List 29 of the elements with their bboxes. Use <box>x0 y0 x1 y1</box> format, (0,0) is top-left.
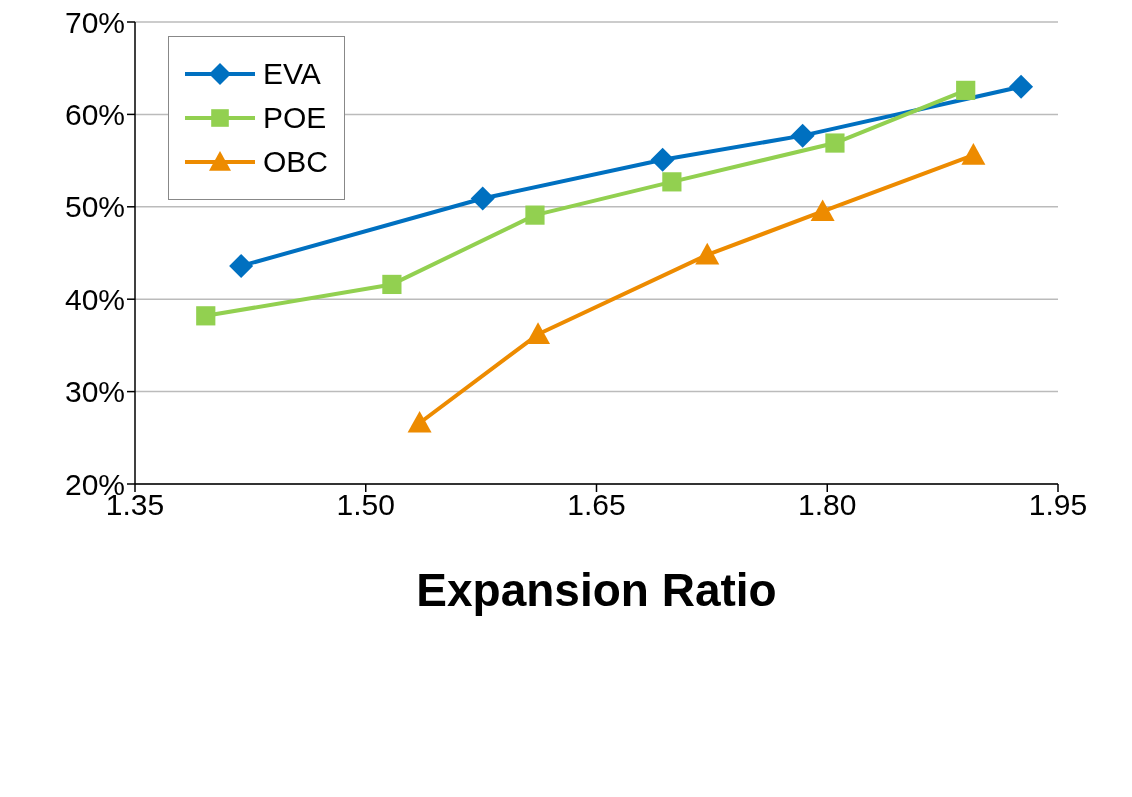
y-tick-label: 70% <box>64 5 125 39</box>
point <box>650 147 675 172</box>
point <box>961 143 986 165</box>
point <box>470 186 495 211</box>
point <box>407 411 432 433</box>
point <box>382 274 402 295</box>
point <box>229 253 254 278</box>
point <box>1009 74 1034 99</box>
y-tick-label: 50% <box>64 190 125 224</box>
point <box>790 123 815 148</box>
legend-label: EVA <box>263 57 321 91</box>
legend-label: OBC <box>263 145 329 179</box>
legend-label: POE <box>263 101 327 135</box>
point <box>810 199 835 222</box>
y-tick-label: 30% <box>64 375 125 409</box>
point <box>526 322 551 344</box>
point <box>825 133 845 153</box>
point <box>525 205 545 225</box>
y-tick-label: 40% <box>64 282 125 316</box>
x-tick-label: 1.65 <box>567 488 626 522</box>
y-tick-label: 60% <box>64 98 125 132</box>
x-tick-label: 1.50 <box>336 488 395 522</box>
point <box>662 172 682 192</box>
point <box>695 242 720 265</box>
point <box>196 306 216 326</box>
x-tick-label: 1.95 <box>1028 488 1088 522</box>
point <box>956 80 976 100</box>
x-axis-title: Expansion Ratio <box>416 564 777 616</box>
x-tick-label: 1.80 <box>798 488 857 522</box>
